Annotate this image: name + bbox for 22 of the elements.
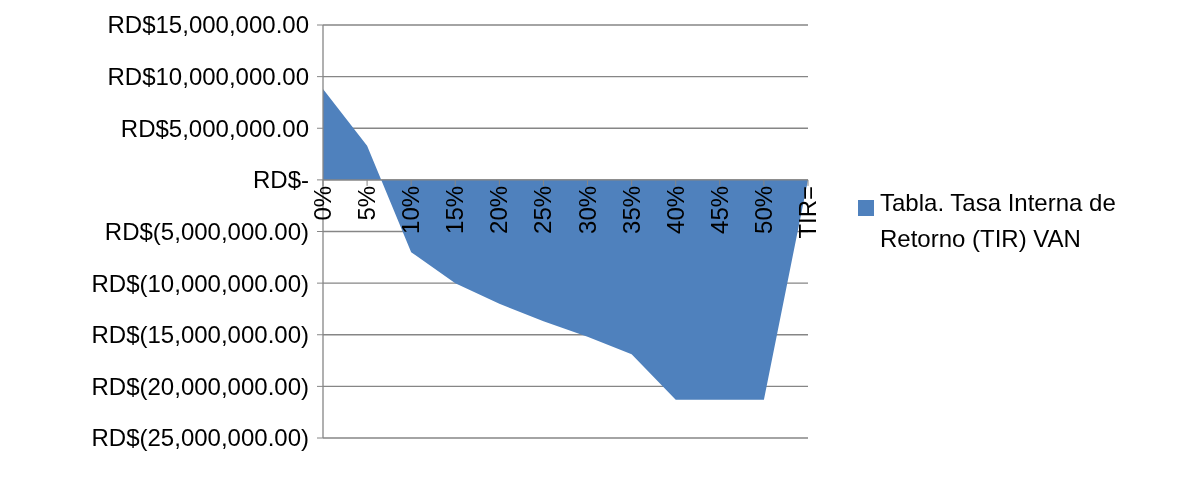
y-tick-label: RD$(15,000,000.00) [91,321,309,349]
x-tick-label: 25% [529,185,557,234]
x-tick-label: 10% [397,185,425,234]
y-tick-label: RD$5,000,000.00 [120,114,309,142]
x-tick-label: 30% [573,185,601,234]
x-tick-label: 20% [485,185,513,234]
x-tick-label: 35% [617,185,645,234]
x-tick-label: 50% [749,185,777,234]
y-tick-label: RD$(20,000,000.00) [91,372,309,400]
x-tick-label: 5% [353,185,381,221]
x-tick-label: 40% [661,185,689,234]
y-tick-label: RD$(10,000,000.00) [91,269,309,297]
y-tick-label: RD$10,000,000.00 [107,63,309,91]
y-tick-label: RD$- [252,166,309,194]
x-tick-label: TIR= [794,185,821,239]
y-tick-label: RD$(25,000,000.00) [91,424,309,452]
x-tick-label: 0% [309,185,336,221]
x-tick-label: 15% [441,185,469,234]
y-tick-label: RD$(5,000,000.00) [104,217,309,245]
x-tick-label: 45% [705,185,733,234]
y-tick-label: RD$15,000,000.00 [107,11,309,39]
legend-label: Tabla. Tasa Interna de Retorno (TIR) VAN [880,188,1117,254]
